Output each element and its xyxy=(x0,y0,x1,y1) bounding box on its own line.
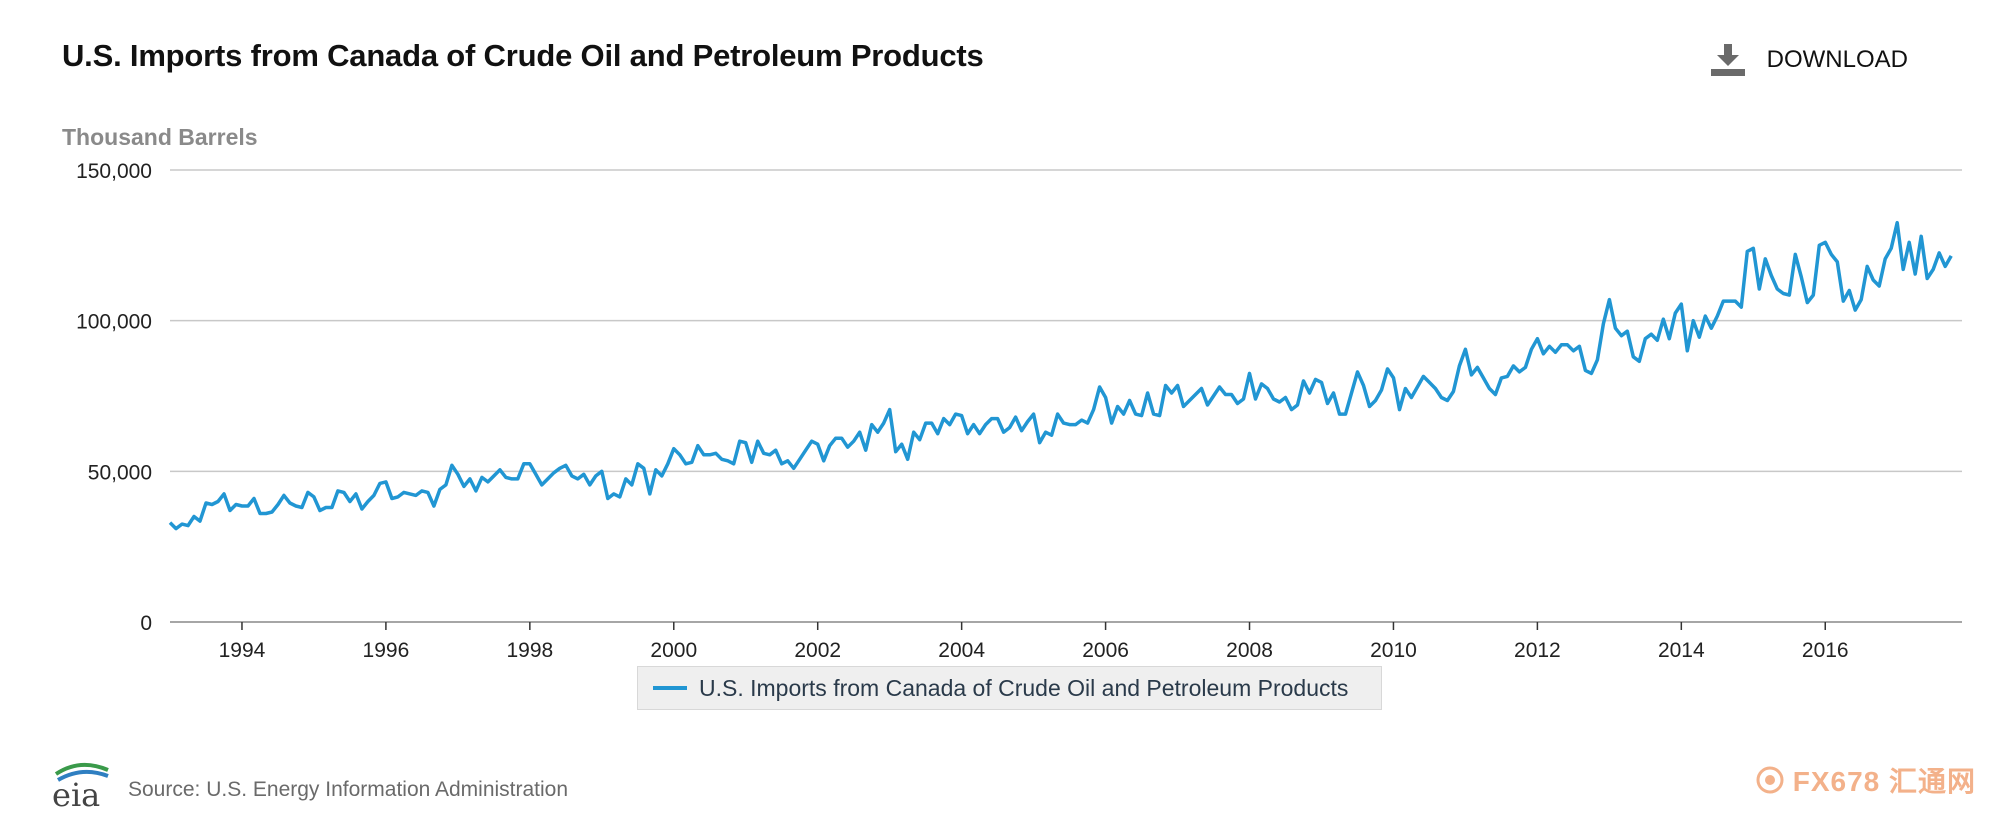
x-tick-label: 2000 xyxy=(650,639,697,662)
svg-text:eia: eia xyxy=(52,776,100,810)
y-tick-label: 50,000 xyxy=(88,461,152,484)
download-label: DOWNLOAD xyxy=(1766,46,1908,73)
watermark-text: FX678 汇通网 xyxy=(1792,766,1976,797)
y-tick-label: 150,000 xyxy=(76,160,152,183)
watermark: FX678 汇通网 xyxy=(1755,760,1976,800)
x-tick-label: 2016 xyxy=(1802,639,1849,662)
x-tick-label: 2012 xyxy=(1514,639,1561,662)
source-note: Source: U.S. Energy Information Administ… xyxy=(128,778,569,801)
download-icon xyxy=(1710,44,1745,76)
x-tick-label: 1996 xyxy=(363,639,410,662)
y-tick-label: 0 xyxy=(140,612,152,635)
x-tick-label: 2014 xyxy=(1658,639,1705,662)
x-tick-label: 2004 xyxy=(938,639,985,662)
x-tick-label: 2002 xyxy=(794,639,841,662)
y-axis-units-label: Thousand Barrels xyxy=(62,124,258,150)
x-tick-label: 2006 xyxy=(1082,639,1129,662)
y-tick-label: 100,000 xyxy=(76,311,152,334)
chart-title: U.S. Imports from Canada of Crude Oil an… xyxy=(62,38,984,73)
watermark-swirl-icon xyxy=(1756,766,1784,794)
download-button[interactable]: DOWNLOAD xyxy=(1710,44,1908,76)
series-line xyxy=(168,220,1953,531)
x-tick-label: 2010 xyxy=(1370,639,1417,662)
legend-swatch xyxy=(653,686,687,690)
x-tick-label: 1994 xyxy=(219,639,266,662)
legend-item[interactable]: U.S. Imports from Canada of Crude Oil an… xyxy=(637,666,1382,710)
x-tick-label: 2008 xyxy=(1226,639,1273,662)
legend-label: U.S. Imports from Canada of Crude Oil an… xyxy=(699,674,1349,701)
x-tick-label: 1998 xyxy=(506,639,553,662)
eia-logo: eia xyxy=(50,760,114,815)
